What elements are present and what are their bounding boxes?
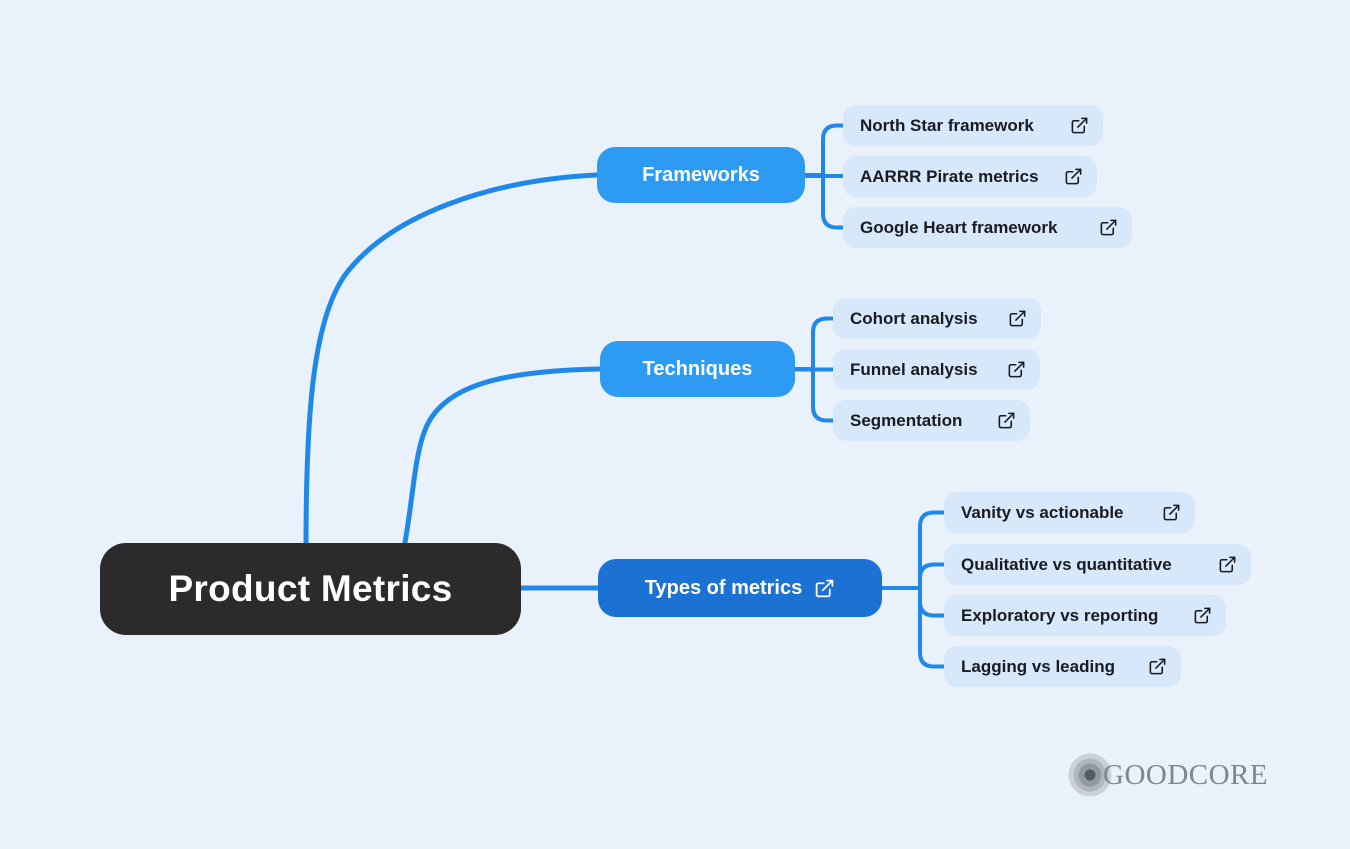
leaf-google-heart-framework[interactable]: Google Heart framework bbox=[843, 207, 1132, 248]
leaf-segmentation[interactable]: Segmentation bbox=[833, 400, 1030, 441]
external-link-icon bbox=[1193, 606, 1212, 625]
logo-rings-icon bbox=[1068, 753, 1112, 797]
connector-techniques-leaf1 bbox=[793, 316, 835, 371]
leaf-aarrr-pirate-metrics[interactable]: AARRR Pirate metrics bbox=[843, 156, 1097, 197]
leaf-label: Qualitative vs quantitative bbox=[961, 554, 1172, 574]
external-link-icon bbox=[1007, 360, 1026, 379]
leaf-label: Funnel analysis bbox=[850, 359, 978, 379]
connector-techniques-leaf3 bbox=[811, 367, 835, 423]
leaf-label: Segmentation bbox=[850, 410, 963, 430]
leaf-north-star-framework[interactable]: North Star framework bbox=[843, 105, 1103, 146]
external-link-icon bbox=[1070, 116, 1089, 135]
branch-node-frameworks: Frameworks bbox=[597, 147, 805, 203]
leaf-exploratory-vs-reporting[interactable]: Exploratory vs reporting bbox=[944, 595, 1226, 636]
connector-root-frameworks bbox=[303, 172, 600, 551]
connector-types-leaf4 bbox=[918, 586, 946, 669]
connector-frameworks-leaf3 bbox=[821, 173, 845, 230]
external-link-icon bbox=[1218, 555, 1237, 574]
leaf-lagging-vs-leading[interactable]: Lagging vs leading bbox=[944, 646, 1181, 687]
leaf-cohort-analysis[interactable]: Cohort analysis bbox=[833, 298, 1041, 339]
connector-root-techniques bbox=[401, 366, 602, 551]
leaf-label: Exploratory vs reporting bbox=[961, 605, 1159, 625]
branch-label: Types of metrics bbox=[644, 576, 803, 599]
external-link-icon bbox=[1099, 218, 1118, 237]
root-node-product-metrics: Product Metrics bbox=[100, 543, 521, 635]
leaf-qualitative-vs-quantitative[interactable]: Qualitative vs quantitative bbox=[944, 544, 1251, 585]
external-link-icon bbox=[1162, 503, 1181, 522]
root-label: Product Metrics bbox=[168, 568, 453, 609]
leaf-label: Cohort analysis bbox=[850, 308, 978, 328]
connector-types-leaf2 bbox=[918, 562, 946, 590]
leaf-vanity-vs-actionable[interactable]: Vanity vs actionable bbox=[944, 492, 1195, 533]
connector-frameworks-leaf1 bbox=[803, 123, 845, 177]
connector-types-leaf1 bbox=[880, 510, 946, 590]
logo-wordmark: GOODCORE bbox=[1103, 758, 1269, 791]
connector-types-leaf3 bbox=[918, 586, 946, 618]
branch-label: Frameworks bbox=[642, 163, 760, 186]
leaf-funnel-analysis[interactable]: Funnel analysis bbox=[833, 349, 1040, 390]
leaf-label: North Star framework bbox=[860, 115, 1034, 135]
external-link-icon bbox=[1064, 167, 1083, 186]
leaf-label: Lagging vs leading bbox=[961, 656, 1115, 676]
leaf-label: AARRR Pirate metrics bbox=[860, 166, 1039, 186]
external-link-icon bbox=[1148, 657, 1167, 676]
leaf-label: Google Heart framework bbox=[860, 217, 1058, 237]
branch-label: Techniques bbox=[642, 357, 753, 380]
external-link-icon bbox=[997, 411, 1016, 430]
branch-node-techniques: Techniques bbox=[600, 341, 795, 397]
external-link-icon bbox=[1008, 309, 1027, 328]
branch-node-types-of-metrics[interactable]: Types of metrics bbox=[598, 559, 882, 617]
goodcore-logo: GOODCORE bbox=[1068, 751, 1268, 799]
external-link-icon bbox=[814, 578, 835, 599]
leaf-label: Vanity vs actionable bbox=[961, 502, 1124, 522]
